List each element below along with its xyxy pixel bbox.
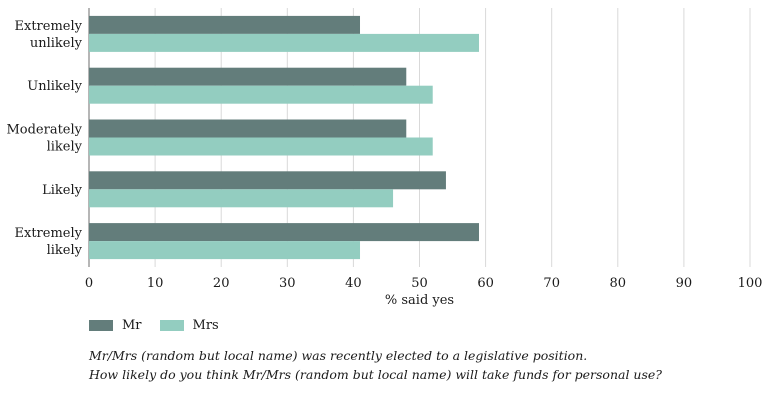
bar-mrs bbox=[89, 137, 433, 156]
x-tick-label: 0 bbox=[85, 276, 93, 291]
bar-mrs bbox=[89, 189, 394, 208]
category-label: Unlikely bbox=[27, 79, 82, 94]
legend-swatch-mr bbox=[89, 320, 113, 331]
bar-mrs bbox=[89, 85, 433, 104]
category-label: likely bbox=[47, 140, 83, 155]
chart-caption: Mr/Mrs (random but local name) was recen… bbox=[89, 346, 662, 384]
bar-mr bbox=[89, 171, 446, 190]
x-tick-label: 70 bbox=[543, 276, 560, 291]
x-tick-label: 40 bbox=[345, 276, 362, 291]
category-label: Moderately bbox=[6, 123, 82, 138]
bar-mr bbox=[89, 223, 479, 242]
x-tick-label: 50 bbox=[411, 276, 428, 291]
x-tick-label: 30 bbox=[279, 276, 296, 291]
x-tick-label: 80 bbox=[610, 276, 627, 291]
bar-mr bbox=[89, 67, 407, 86]
caption-line-2: How likely do you think Mr/Mrs (random b… bbox=[89, 367, 662, 382]
x-tick-label: 90 bbox=[676, 276, 693, 291]
bar-mrs bbox=[89, 241, 361, 260]
category-label: Likely bbox=[42, 183, 83, 198]
category-label: Extremely bbox=[15, 19, 83, 34]
x-tick-label: 20 bbox=[213, 276, 230, 291]
bar-mrs bbox=[89, 33, 479, 52]
category-label: unlikely bbox=[30, 36, 83, 51]
legend-label-mrs: Mrs bbox=[192, 318, 219, 333]
legend-swatch-mrs bbox=[159, 320, 184, 331]
caption-line-1: Mr/Mrs (random but local name) was recen… bbox=[89, 348, 588, 363]
legend-item-mrs: Mrs bbox=[159, 318, 219, 333]
x-tick-label: 10 bbox=[147, 276, 164, 291]
legend: Mr Mrs bbox=[89, 318, 237, 333]
bar-mr bbox=[89, 119, 407, 138]
category-label: Extremely bbox=[15, 226, 83, 241]
bar-chart: 0 10 20 30 40 50 60 70 80 90 100 Extremely unlikely U… bbox=[6, 8, 763, 308]
x-tick-label: 100 bbox=[738, 276, 763, 291]
legend-label-mr: Mr bbox=[122, 318, 142, 333]
x-tick-label: 60 bbox=[477, 276, 494, 291]
bar-mr bbox=[89, 15, 361, 34]
category-label: likely bbox=[47, 243, 83, 258]
x-axis-title: % said yes bbox=[385, 293, 454, 308]
legend-item-mr: Mr bbox=[89, 318, 142, 333]
